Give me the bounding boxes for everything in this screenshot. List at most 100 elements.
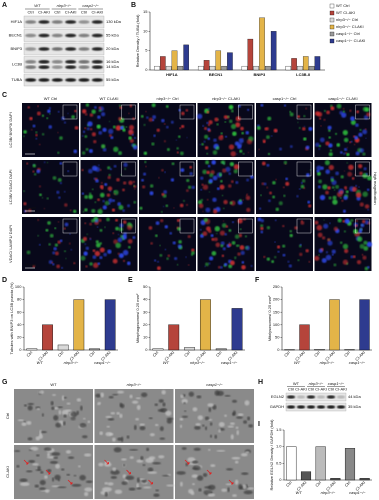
em-structure <box>121 481 128 486</box>
blot-group: nlrp3−/− <box>57 3 72 8</box>
fluor-spot <box>163 123 166 125</box>
fluor-spot <box>347 171 353 177</box>
x-tick-label: Ctrl <box>183 350 191 358</box>
bar <box>315 446 326 481</box>
arrow <box>23 459 29 465</box>
fluor-spot <box>120 173 122 176</box>
fluor-spot <box>63 190 66 193</box>
fluor-spot <box>156 266 161 271</box>
band <box>25 60 37 64</box>
fluor-spot <box>82 211 85 213</box>
fluor-spot <box>272 181 276 185</box>
fluor-spot <box>322 184 328 190</box>
fluor-spot <box>187 235 191 239</box>
em-structure <box>235 426 239 429</box>
fluor-spot <box>23 130 27 134</box>
fluor-spot <box>163 140 166 143</box>
fluor-spot <box>205 160 210 165</box>
fluor-spot <box>234 256 237 259</box>
fluor-spot <box>170 120 174 124</box>
fluor-spot <box>326 110 330 115</box>
fluor-spot <box>345 190 349 194</box>
fluor-spot <box>65 257 67 260</box>
fluor-spot <box>356 110 360 114</box>
fluor-spot <box>174 256 178 261</box>
fluor-spot <box>232 221 234 224</box>
fluor-spot <box>182 199 185 202</box>
bar <box>241 65 248 71</box>
bar <box>199 299 211 351</box>
fluor-spot <box>342 130 348 136</box>
fluor-spot <box>220 134 224 138</box>
fluor-spot <box>228 241 231 244</box>
fluor-spot <box>164 171 166 173</box>
legend-label: casp1−/− CI-AKI <box>336 38 365 43</box>
fluor-spot <box>263 255 266 258</box>
fluor-spot <box>246 178 250 182</box>
fluor-spot <box>153 134 156 137</box>
em-structure <box>34 484 39 488</box>
fluor-spot <box>176 219 180 223</box>
fluor-spot <box>215 242 221 248</box>
fluor-spot <box>89 237 92 240</box>
band <box>25 47 37 51</box>
fluor-spot <box>121 238 125 241</box>
fluor-spot <box>68 242 71 245</box>
em-structure <box>140 392 148 398</box>
em-structure <box>85 480 93 484</box>
fluor-spot <box>302 127 306 131</box>
em-structure <box>100 392 105 398</box>
fluor-spot <box>128 129 134 136</box>
fluor-spot <box>261 161 266 166</box>
fluor-spot <box>41 133 45 136</box>
fluor-spot <box>340 197 342 199</box>
fluor-spot <box>355 219 358 222</box>
fluor-spot <box>219 184 225 190</box>
fluor-spot <box>323 223 329 229</box>
fluor-spot <box>331 186 335 189</box>
fluor-spot <box>99 229 103 232</box>
bar <box>247 38 254 71</box>
fluor-spot <box>202 184 209 190</box>
y-tick-label: 30 <box>143 309 148 314</box>
fluor-spot <box>337 218 342 223</box>
em-structure <box>73 474 77 477</box>
fluor-spot <box>358 132 363 137</box>
fluor-spot <box>154 259 157 262</box>
em-structure <box>136 487 142 490</box>
fluor-spot <box>91 109 96 114</box>
band <box>78 65 90 69</box>
fluor-spot <box>185 189 189 193</box>
inset <box>296 161 312 177</box>
fluor-spot <box>207 123 211 127</box>
em-structure <box>152 462 161 465</box>
band <box>91 33 103 38</box>
fluor-spot <box>329 222 331 224</box>
fluor-spot <box>99 256 103 260</box>
fluor-spot <box>223 115 228 119</box>
inset <box>296 218 312 234</box>
y-tick-label: 20 <box>17 334 22 339</box>
bar <box>104 299 116 351</box>
fluor-spot <box>43 161 46 164</box>
fluor-spot <box>46 197 49 200</box>
fluor-spot <box>228 229 232 232</box>
y-tick-label: 250 <box>273 284 280 289</box>
fluor-spot <box>359 243 365 249</box>
fluor-spot <box>243 218 246 221</box>
fluor-spot <box>332 195 337 200</box>
fluor-spot <box>58 196 61 199</box>
fluor-spot <box>97 226 99 228</box>
em-structure <box>84 492 89 497</box>
fluor-spot <box>155 234 158 237</box>
y-axis-label: Relative Density / TUBA (fold) <box>135 14 140 68</box>
fluor-spot <box>343 170 346 172</box>
fluor-spot <box>316 224 323 231</box>
fluor-spot <box>359 129 362 131</box>
fluor-spot <box>272 195 276 199</box>
fluor-spot <box>176 264 179 266</box>
fluor-spot <box>83 251 88 256</box>
fluor-spot <box>219 174 222 177</box>
fluor-spot <box>355 224 358 227</box>
em-structure <box>209 434 213 438</box>
